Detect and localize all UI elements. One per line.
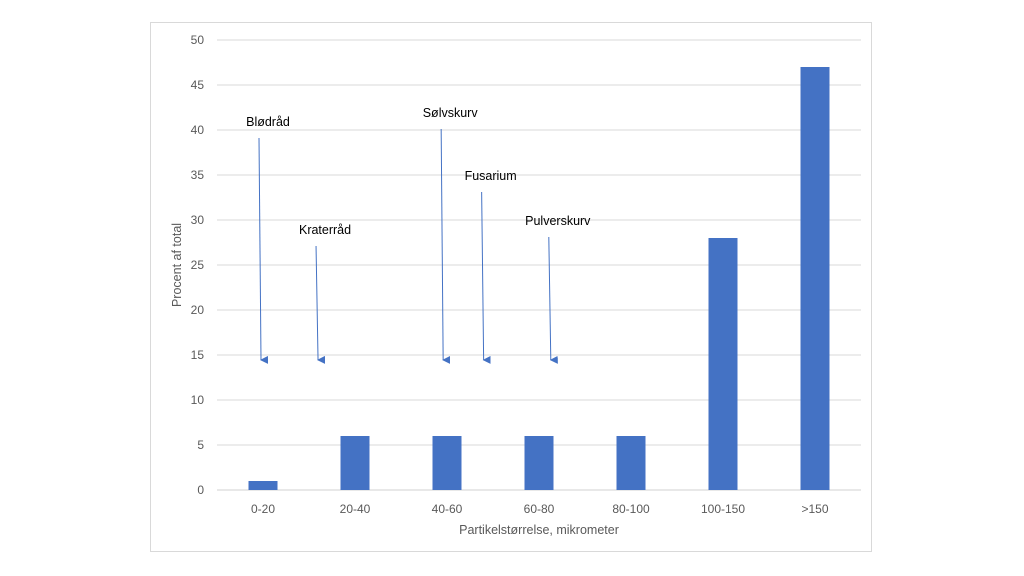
y-tick-label: 30: [191, 213, 205, 227]
x-tick-labels: 0-20 20-40 40-60 60-80 80-100 100-150 >150: [251, 502, 829, 516]
y-tick-label: 45: [191, 78, 205, 92]
bar-20-40: [340, 436, 370, 490]
annotation-label: Sølvskurv: [423, 106, 479, 120]
bar-80-100: [616, 436, 646, 490]
x-tick-label: 20-40: [340, 502, 371, 516]
annotations: Blødråd Kraterråd Sølvskurv Fusarium Pulvers…: [246, 106, 591, 364]
annotation-label: Fusarium: [465, 169, 517, 183]
x-tick-label: >150: [801, 502, 828, 516]
x-tick-label: 60-80: [524, 502, 555, 516]
x-tick-label: 80-100: [612, 502, 650, 516]
y-tick-labels: 0 5 10 15 20 25 30 35 40 45 50: [191, 33, 205, 497]
bars: [248, 67, 830, 490]
x-axis-title: Partikelstørrelse, mikrometer: [459, 523, 619, 537]
annotation-label: Blødråd: [246, 115, 290, 129]
y-tick-label: 10: [191, 393, 205, 407]
y-tick-label: 20: [191, 303, 205, 317]
y-tick-label: 25: [191, 258, 205, 272]
gridlines: [217, 39, 861, 491]
bar-chart: 0 5 10 15 20 25 30 35 40 45 50 0-20 20-40 40-60 60-80…: [170, 33, 861, 537]
y-axis-title: Procent af total: [170, 223, 184, 307]
annotation-arrow: [481, 191, 491, 364]
y-tick-label: 50: [191, 33, 205, 47]
annotation-arrow: [548, 236, 558, 364]
annotation-label: Kraterråd: [299, 223, 351, 237]
y-tick-label: 15: [191, 348, 205, 362]
x-tick-label: 100-150: [701, 502, 745, 516]
annotation-label: Pulverskurv: [525, 214, 591, 228]
x-tick-label: 0-20: [251, 502, 275, 516]
bar-40-60: [432, 436, 462, 490]
annotation-arrow: [440, 128, 451, 364]
bar-100-150: [708, 238, 738, 490]
chart-frame: 0 5 10 15 20 25 30 35 40 45 50 0-20 20-40 40-60 60-80…: [150, 22, 872, 552]
y-tick-label: 35: [191, 168, 205, 182]
x-tick-label: 40-60: [432, 502, 463, 516]
bar-60-80: [524, 436, 554, 490]
annotation-arrow: [258, 137, 269, 364]
y-tick-label: 40: [191, 123, 205, 137]
bar-0-20: [248, 481, 278, 490]
y-tick-label: 5: [197, 438, 204, 452]
y-tick-label: 0: [197, 483, 204, 497]
annotation-arrow: [315, 245, 326, 364]
bar--150: [800, 67, 830, 490]
